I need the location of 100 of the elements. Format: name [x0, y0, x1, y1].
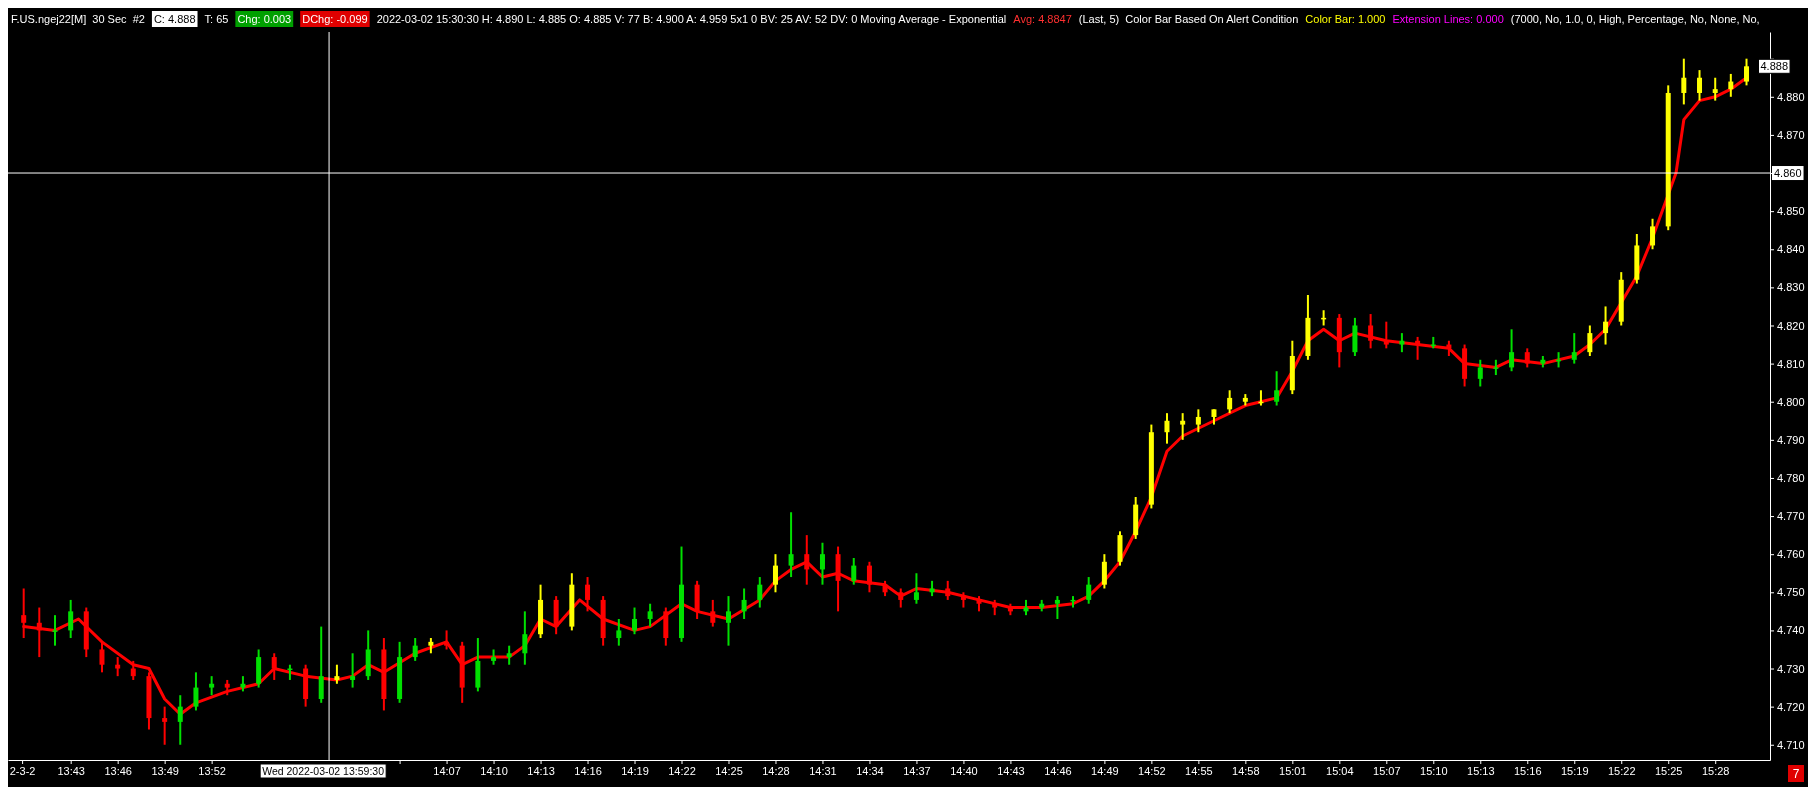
candlestick — [866, 560, 872, 594]
x-tick-label: 14:34 — [856, 764, 884, 777]
x-tick-label: 14:07 — [433, 764, 461, 777]
candlestick — [819, 541, 825, 586]
candlestick — [647, 602, 653, 628]
text: Color Bar: 1.000 — [1305, 13, 1386, 25]
candlestick — [52, 614, 58, 647]
x-tick-label: 13:49 — [151, 764, 179, 777]
x-tick-label: 14:49 — [1091, 764, 1119, 777]
y-tick-label: 4.740 — [1777, 624, 1805, 637]
text: (7000, No, 1.0, 0, High, Percentage, No, None, No, — [1510, 13, 1760, 25]
x-tick-label: 14:43 — [997, 764, 1025, 777]
x-tick-label: 14:10 — [480, 764, 508, 777]
candlestick — [350, 652, 356, 689]
y-tick-label: 4.790 — [1777, 433, 1805, 446]
candlestick — [1383, 320, 1389, 350]
candlestick — [1368, 313, 1374, 350]
x-tick-label: 15:22 — [1607, 764, 1636, 777]
text: Avg: 4.8847 — [1013, 13, 1072, 25]
candlestick — [632, 606, 638, 636]
x-tick-label: 14:25 — [715, 764, 743, 777]
text: Extension Lines: 0.000 — [1392, 13, 1504, 25]
candlestick — [522, 610, 528, 666]
candlestick — [788, 511, 794, 579]
candlestick — [318, 625, 324, 704]
x-tick-label: 15:01 — [1279, 764, 1307, 777]
x-tick-label: 13:46 — [104, 764, 132, 777]
y-tick-label: 4.820 — [1777, 319, 1805, 332]
text: T: 65 — [204, 13, 229, 25]
candlestick — [115, 656, 121, 678]
candlestick — [1086, 576, 1092, 605]
candlestick — [585, 576, 591, 613]
candlestick — [913, 572, 919, 605]
candlestick — [177, 694, 183, 746]
x-tick-label: 15:10 — [1420, 764, 1448, 777]
candlestick — [130, 659, 136, 681]
x-tick-label: 15:25 — [1654, 764, 1683, 777]
x-tick-label: 14:46 — [1044, 764, 1072, 777]
candlestick — [209, 675, 215, 697]
text: Chg: 0.003 — [237, 13, 292, 25]
candlestick — [1712, 76, 1718, 102]
candlestick — [757, 576, 763, 609]
ref-line-label: 4.860 — [1774, 167, 1802, 180]
y-tick-label: 4.710 — [1777, 738, 1805, 751]
text: 2022-03-02 15:30:30 H: 4.890 L: 4.885 O: 4.885 V: 77 B: 4.900 A: 4.959 5x1 0 BV: 25 AV: 52 DV: 0 Moving Average - Exponential — [376, 13, 1007, 25]
candlestick — [1603, 305, 1609, 346]
candlestick — [506, 644, 512, 666]
y-tick-label: 4.750 — [1777, 586, 1805, 599]
candlestick — [1399, 332, 1405, 354]
annotation: Wed 2022-03-02 13:59:30 — [262, 765, 385, 777]
x-tick-label: 15:13 — [1467, 764, 1495, 777]
text: DChg: -0.099 — [302, 13, 368, 25]
candlestick — [804, 534, 810, 586]
candlestick — [1728, 72, 1734, 98]
candlestick — [851, 556, 857, 586]
y-tick-label: 4.760 — [1777, 548, 1805, 561]
y-tick-label: 4.780 — [1777, 471, 1805, 484]
candlestick — [193, 671, 199, 712]
candlestick — [725, 595, 731, 647]
candlestick — [945, 579, 951, 601]
x-tick-label: 15:28 — [1701, 764, 1730, 777]
x-tick-label: 14:22 — [668, 764, 696, 777]
candlestick — [1195, 408, 1201, 434]
candlestick — [1415, 335, 1421, 361]
x-tick-label: 15:16 — [1514, 764, 1542, 777]
candlestick — [1650, 217, 1656, 251]
candlestick — [1180, 412, 1186, 441]
y-tick-label: 4.850 — [1777, 205, 1805, 218]
x-tick-label: 14:58 — [1232, 764, 1260, 777]
candlestick — [1227, 389, 1233, 415]
candlestick — [1164, 412, 1170, 445]
candlestick — [1274, 370, 1280, 407]
x-tick-label: 13:43 — [57, 764, 85, 777]
candlestick — [36, 606, 42, 659]
x-tick-label: 15:04 — [1326, 764, 1354, 777]
candlestick — [99, 640, 105, 674]
y-tick-label: 4.720 — [1777, 700, 1805, 713]
x-tick-label: 14:19 — [621, 764, 649, 777]
y-tick-label: 4.840 — [1777, 243, 1805, 256]
candlestick — [412, 637, 418, 662]
candlestick — [1477, 358, 1483, 388]
candlestick — [1524, 347, 1530, 369]
x-tick-label: 14:31 — [809, 764, 837, 777]
x-tick-label: 14:52 — [1138, 764, 1166, 777]
y-tick-label: 4.770 — [1777, 510, 1805, 523]
text: C: 4.888 — [153, 13, 196, 25]
x-tick-label: 13:52 — [198, 764, 226, 777]
x-tick-label: 15:19 — [1560, 764, 1589, 777]
candlestick — [1101, 553, 1107, 590]
x-tick-label: 14:28 — [762, 764, 790, 777]
x-tick-label: 14:40 — [950, 764, 978, 777]
y-tick-label: 4.830 — [1777, 281, 1805, 294]
candlestick — [271, 652, 277, 681]
x-tick-label: 14:13 — [527, 764, 555, 777]
candlestick — [1054, 595, 1060, 620]
candlestick — [444, 629, 450, 651]
text: 7 — [1792, 767, 1800, 781]
candlestick — [1697, 69, 1703, 102]
candlestick — [616, 617, 622, 647]
annotation: 4.888 — [1760, 60, 1789, 73]
